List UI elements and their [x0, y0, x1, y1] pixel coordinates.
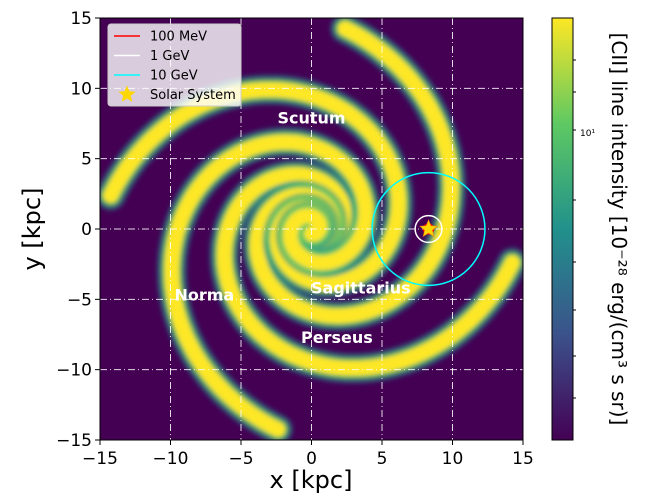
legend-marker-solar-system [118, 85, 136, 102]
x-tick-label: 5 [377, 449, 388, 469]
arm-label-perseus: Perseus [301, 328, 373, 347]
y-tick-label: −15 [56, 431, 92, 451]
x-tick-label: 0 [306, 449, 317, 469]
colorbar-label: [CII] line intensity [10⁻²⁸ erg/(cm³ s s… [607, 33, 631, 426]
legend-label-solar-system: Solar System [150, 88, 236, 103]
colorbar-tick-label: 10¹ [580, 129, 595, 139]
circle-1-gev [414, 214, 443, 244]
x-tick-label: 15 [512, 449, 534, 469]
energy-circles [371, 171, 486, 287]
colorbar-minor-ticks [573, 59, 576, 399]
x-tick-label: −15 [82, 449, 118, 469]
y-axis-label: y [kpc] [18, 188, 46, 271]
y-tick-label: 5 [81, 150, 92, 170]
y-tick-label: 10 [70, 79, 92, 99]
legend-label-1-gev: 1 GeV [150, 49, 189, 64]
legend-box [107, 23, 242, 107]
arm-label-scutum: Scutum [277, 109, 345, 128]
grid [100, 18, 523, 440]
y-axis-ticks: −15 −10 −5 0 5 10 15 [56, 9, 100, 451]
spiral-arms [100, 18, 523, 440]
plot-area: Scutum Sagittarius Norma Perseus [99, 17, 524, 441]
colorbar: 10¹ [CII] line intensity [10⁻²⁸ erg/(cm³… [551, 17, 631, 441]
y-tick-label: −5 [67, 290, 92, 310]
solar-system-star [419, 219, 438, 237]
arm-labels: Scutum Sagittarius Norma Perseus [174, 109, 410, 347]
y-tick-label: 0 [81, 220, 92, 240]
legend: 100 MeV 1 GeV 10 GeV Solar System [107, 23, 242, 107]
arm-label-sagittarius: Sagittarius [311, 279, 411, 298]
x-axis-ticks: −15 −10 −5 0 5 10 15 [82, 440, 534, 469]
legend-label-100-mev: 100 MeV [150, 30, 207, 45]
x-tick-label: −5 [228, 449, 253, 469]
x-tick-label: −10 [153, 449, 189, 469]
circle-10-gev [371, 171, 486, 287]
x-axis-label: x [kpc] [270, 466, 353, 494]
arm-d-core [164, 134, 374, 437]
solar-system-marker-group [419, 219, 438, 237]
y-tick-label: −10 [56, 361, 92, 381]
colorbar-gradient [551, 17, 574, 441]
x-tick-label: 10 [442, 449, 464, 469]
arm-label-norma: Norma [174, 286, 234, 305]
legend-label-10-gev: 10 GeV [150, 69, 198, 84]
y-tick-label: 15 [70, 9, 92, 29]
